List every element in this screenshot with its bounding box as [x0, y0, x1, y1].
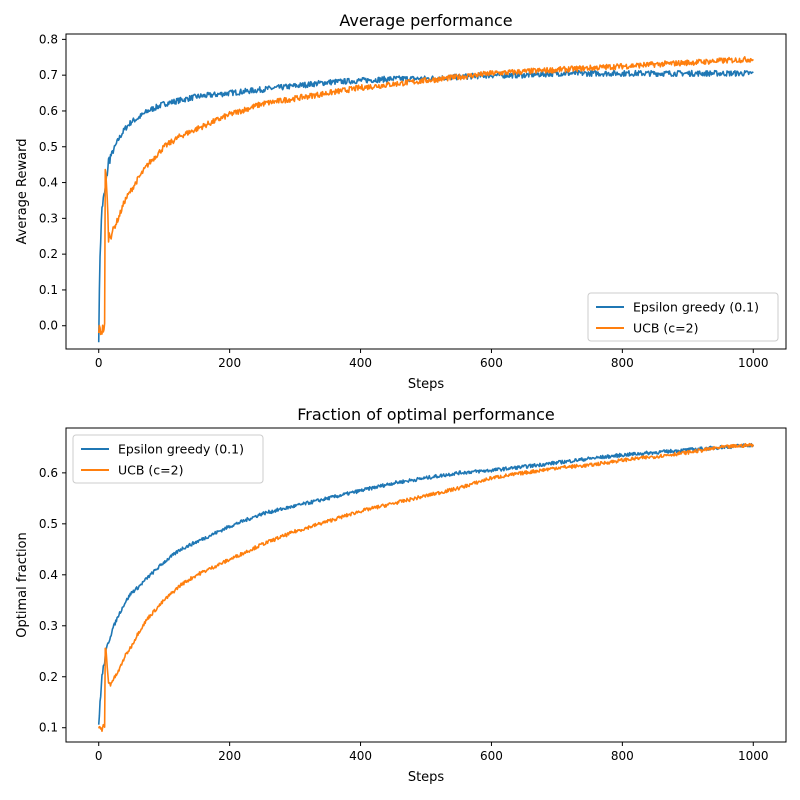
- legend: Epsilon greedy (0.1) UCB (c=2): [587, 292, 779, 342]
- plot-area: [97, 55, 754, 343]
- chart-panel-1: Average performance 0 200 400 600 800 1000 0.0 0…: [15, 11, 787, 392]
- legend-box: [587, 292, 779, 342]
- y-tick-label: 0.3: [39, 619, 58, 633]
- x-axis-label: Steps: [408, 770, 445, 785]
- y-tick-label: 0.0: [39, 319, 58, 333]
- series-line-2: [97, 442, 755, 732]
- x-tick-label: 400: [349, 749, 372, 763]
- x-tick-label: 0: [95, 749, 103, 763]
- y-tick-label: 0.5: [39, 517, 58, 531]
- y-tick-label: 0.4: [39, 568, 58, 582]
- y-axis-label: Optimal fraction: [15, 532, 30, 638]
- series-line-2: [97, 55, 754, 336]
- legend-label: UCB (c=2): [118, 463, 183, 478]
- y-tick-label: 0.6: [39, 466, 58, 480]
- legend: Epsilon greedy (0.1) UCB (c=2): [72, 434, 264, 484]
- x-tick-label: 800: [611, 749, 634, 763]
- plot-area: [97, 442, 755, 732]
- chart-title: Average performance: [339, 11, 512, 30]
- series-line-1: [97, 442, 755, 725]
- legend-box: [72, 434, 264, 484]
- x-tick-label: 600: [480, 749, 503, 763]
- y-tick-label: 0.2: [39, 670, 58, 684]
- x-tick-label: 1000: [738, 749, 769, 763]
- x-tick-label: 600: [480, 356, 503, 370]
- x-tick-label: 800: [611, 356, 634, 370]
- y-tick-label: 0.3: [39, 211, 58, 225]
- axes-frame: [65, 33, 787, 350]
- legend-label: Epsilon greedy (0.1): [118, 442, 244, 457]
- x-tick-label: 200: [218, 356, 241, 370]
- chart-panel-2: Fraction of optimal performance 0 200 400 60…: [15, 405, 787, 785]
- legend-label: UCB (c=2): [633, 321, 698, 336]
- x-tick-label: 1000: [738, 356, 769, 370]
- legend-label: Epsilon greedy (0.1): [633, 300, 759, 315]
- y-tick-label: 0.8: [39, 32, 58, 46]
- y-tick-label: 0.6: [39, 104, 58, 118]
- axes-frame: [65, 427, 787, 743]
- y-tick-label: 0.7: [39, 68, 58, 82]
- y-tick-label: 0.2: [39, 247, 58, 261]
- chart-title: Fraction of optimal performance: [297, 405, 555, 424]
- y-tick-label: 0.1: [39, 283, 58, 297]
- y-tick-label: 0.5: [39, 140, 58, 154]
- x-tick-label: 200: [218, 749, 241, 763]
- x-axis-label: Steps: [408, 377, 445, 392]
- x-tick-label: 400: [349, 356, 372, 370]
- y-tick-label: 0.1: [39, 721, 58, 735]
- y-axis-label: Average Reward: [15, 139, 30, 245]
- x-tick-label: 0: [95, 356, 103, 370]
- y-tick-label: 0.4: [39, 176, 58, 190]
